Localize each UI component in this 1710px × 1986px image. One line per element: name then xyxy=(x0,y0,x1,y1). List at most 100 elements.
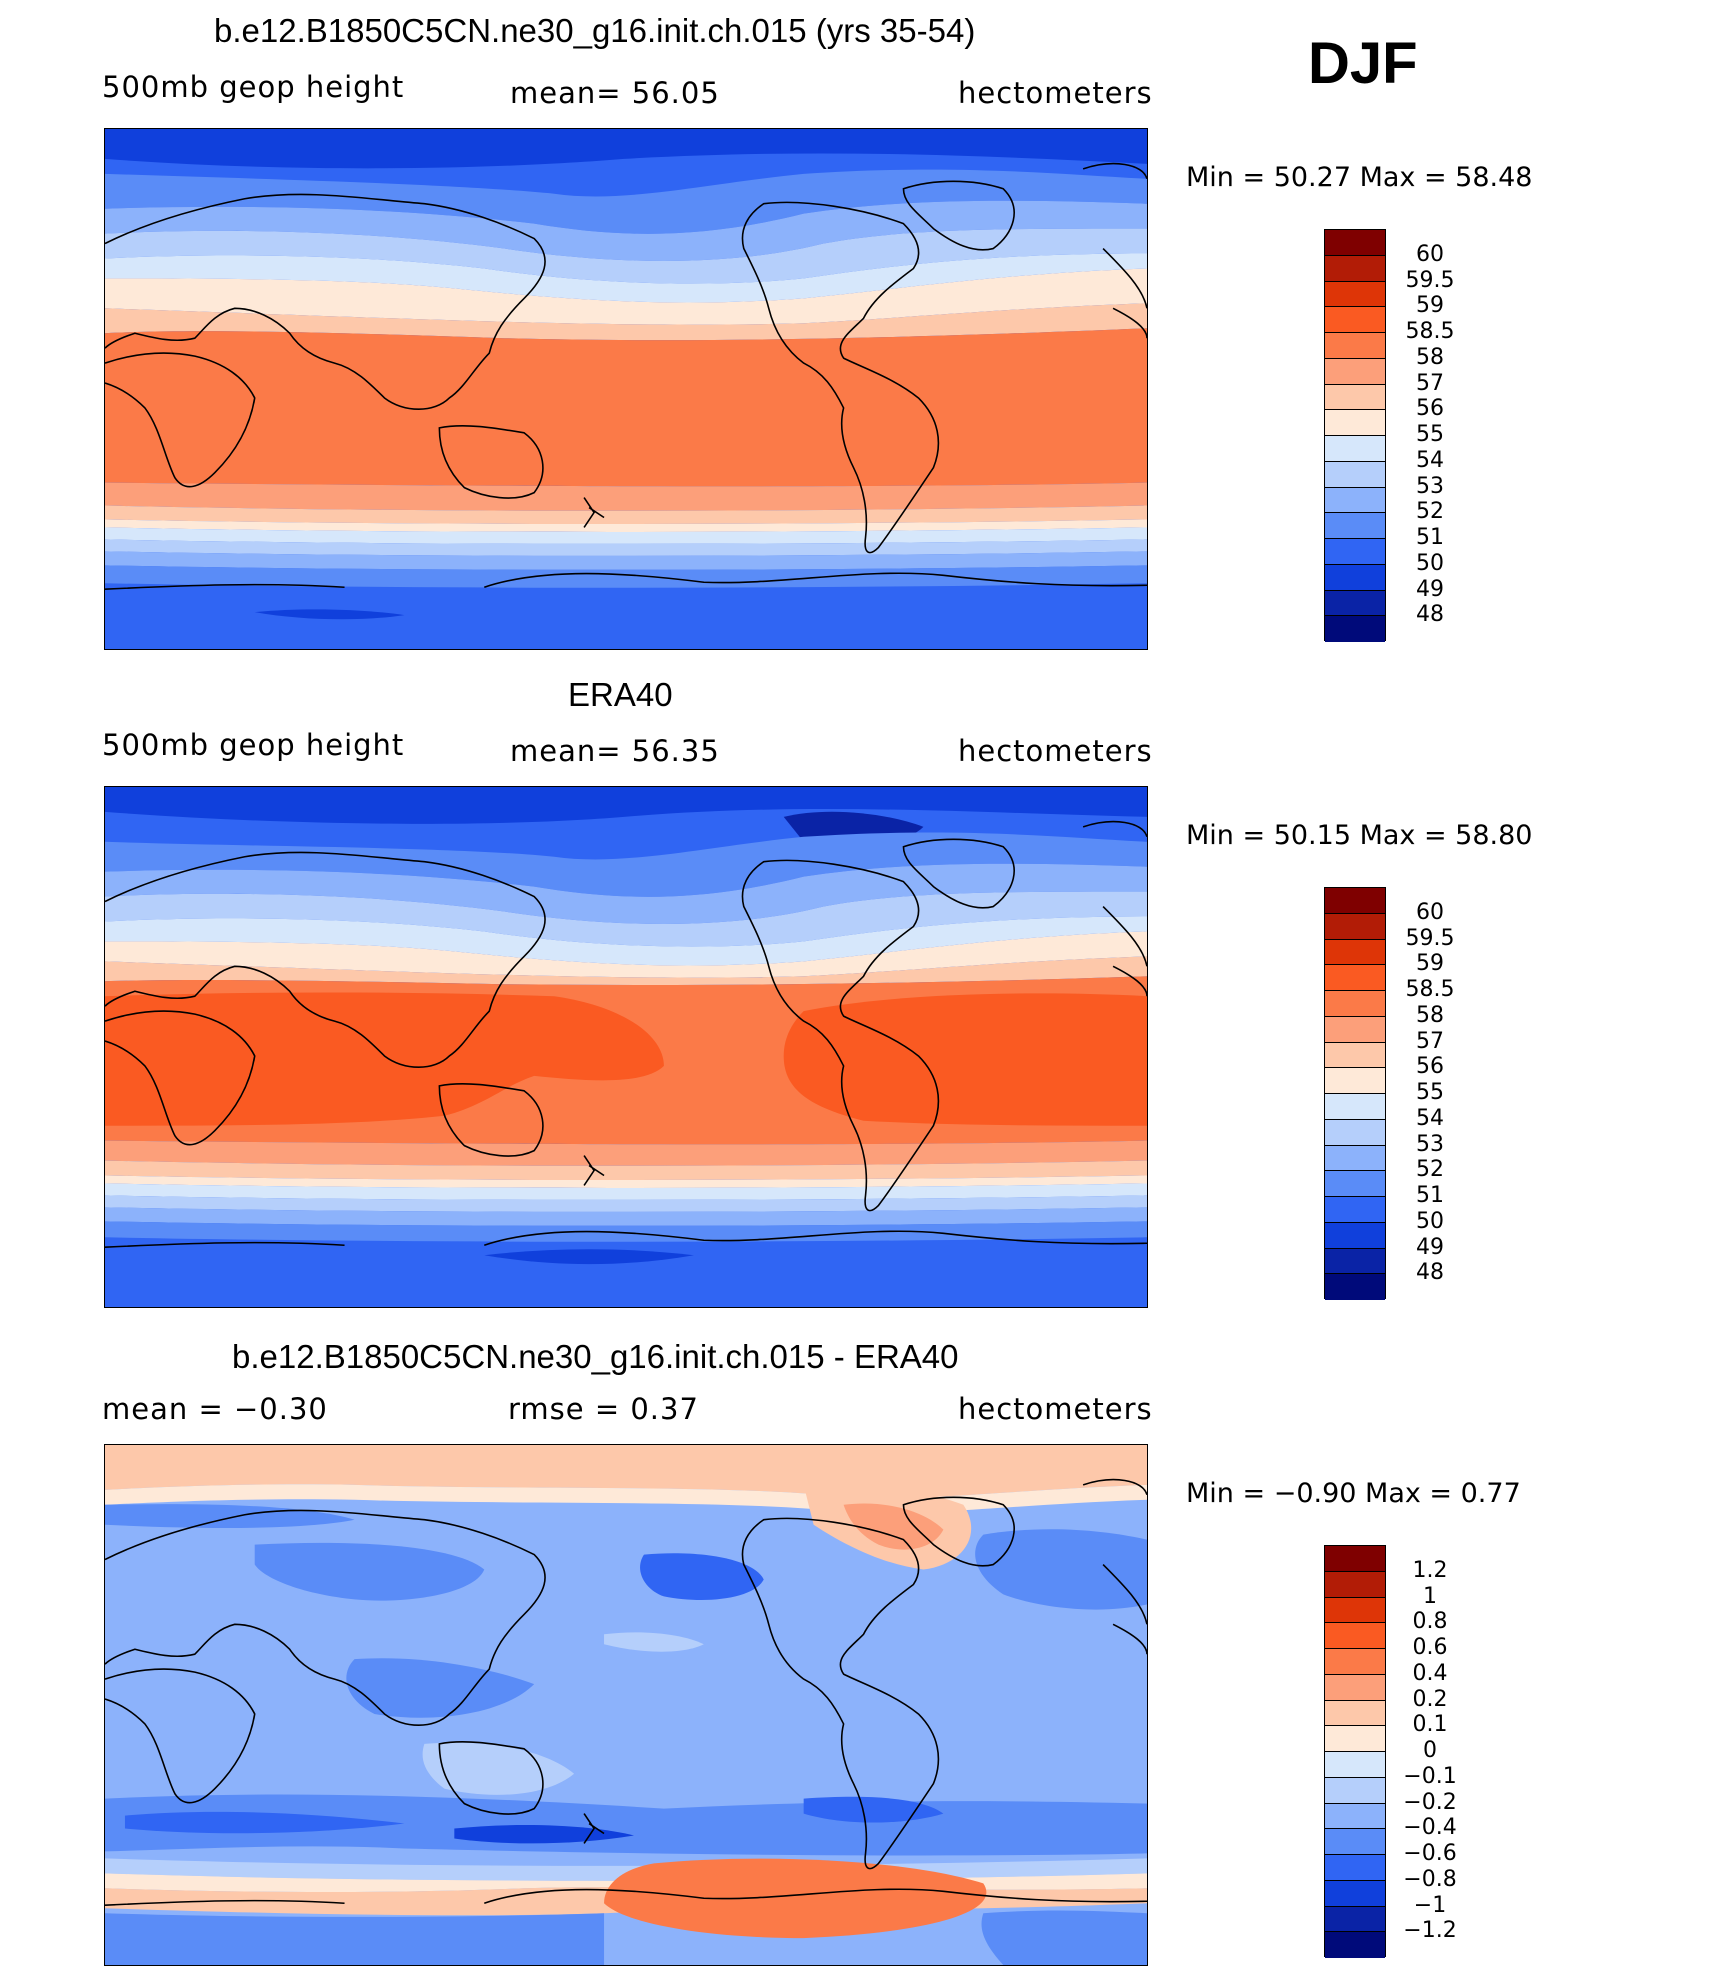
field-band xyxy=(105,931,1147,978)
colorbar-label: 59.5 xyxy=(1405,267,1455,293)
colorbar-segment xyxy=(1325,1777,1385,1804)
colorbar-label: 50 xyxy=(1416,550,1444,576)
colorbar-segment xyxy=(1325,991,1385,1017)
colorbar-segment xyxy=(1325,230,1385,256)
field-band xyxy=(105,1221,1147,1242)
field-band xyxy=(346,1658,535,1718)
colorbar-label: 53 xyxy=(1416,473,1444,499)
colorbar-segment xyxy=(1325,1674,1385,1701)
field-band xyxy=(105,169,1147,234)
coastlines xyxy=(105,820,1147,1249)
colorbar-segment xyxy=(1325,1222,1385,1249)
panel-3-title: b.e12.B1850C5CN.ne30_g16.init.ch.015 - E… xyxy=(232,1338,959,1375)
panel-3-mean-label: mean = −0.30 xyxy=(102,1392,328,1426)
colorbar-label: 58.5 xyxy=(1405,977,1455,1002)
panel-2-mean-label: mean= 56.35 xyxy=(510,734,720,768)
colorbar-segment xyxy=(1325,410,1385,436)
field-band xyxy=(105,1207,1147,1226)
colorbar-segment xyxy=(1325,1145,1385,1172)
colorbar-label: 55 xyxy=(1416,422,1444,447)
field-band xyxy=(105,303,1147,341)
colorbar-label: 58 xyxy=(1416,1002,1444,1028)
panel-3-colorbar xyxy=(1324,1545,1386,1958)
panel-2-variable-label: 500mb geop height xyxy=(102,728,405,762)
colorbar-label: 54 xyxy=(1416,1105,1444,1131)
colorbar-label: 57 xyxy=(1416,370,1444,396)
colorbar-segment xyxy=(1325,913,1385,940)
colorbar-label: 60 xyxy=(1416,899,1444,925)
field-band xyxy=(105,519,1147,532)
colorbar-label: 49 xyxy=(1416,1234,1444,1260)
field-band xyxy=(105,956,1147,985)
colorbar-segment xyxy=(1325,1649,1385,1675)
colorbar-label: 54 xyxy=(1416,447,1444,473)
colorbar-label: 58 xyxy=(1416,344,1444,370)
colorbar-label: 60 xyxy=(1416,241,1444,267)
colorbar-label: 51 xyxy=(1416,1183,1444,1208)
field-band xyxy=(105,1195,1147,1212)
field-band xyxy=(803,1796,944,1823)
panel-1-map xyxy=(104,128,1148,650)
field-band xyxy=(454,1825,634,1844)
colorbar-segment xyxy=(1325,965,1385,991)
field-band xyxy=(843,1503,944,1550)
colorbar-segment xyxy=(1325,1829,1385,1855)
panel-3-contour-field xyxy=(105,1445,1147,1965)
panel-2-colorbar xyxy=(1324,887,1386,1300)
panel-1-min-max: Min = 50.27 Max = 58.48 xyxy=(1186,162,1533,193)
colorbar-label: 0.8 xyxy=(1412,1609,1448,1635)
panel-2-map xyxy=(104,786,1148,1308)
colorbar-segment xyxy=(1325,1726,1385,1752)
colorbar-segment xyxy=(1325,1700,1385,1727)
field-band xyxy=(105,253,1147,303)
panel-1-colorbar xyxy=(1324,229,1386,642)
colorbar-segment xyxy=(1325,513,1385,539)
field-band xyxy=(975,1529,1147,1610)
colorbar-label: 56 xyxy=(1416,1054,1444,1080)
colorbar-label: 0.6 xyxy=(1412,1635,1448,1660)
colorbar-segment xyxy=(1325,1068,1385,1094)
panel-1-title: b.e12.B1850C5CN.ne30_g16.init.ch.015 (yr… xyxy=(214,12,976,49)
field-band xyxy=(105,787,1147,824)
colorbar-segment xyxy=(1325,333,1385,359)
colorbar-segment xyxy=(1325,307,1385,333)
colorbar-segment xyxy=(1325,888,1385,914)
colorbar-segment xyxy=(1325,281,1385,308)
colorbar-label: 0.2 xyxy=(1412,1686,1448,1712)
colorbar-label: −0.2 xyxy=(1403,1789,1457,1815)
season-label: DJF xyxy=(1308,31,1418,96)
colorbar-label: 49 xyxy=(1416,576,1444,602)
colorbar-label: 48 xyxy=(1416,1260,1444,1286)
colorbar-label: 50 xyxy=(1416,1208,1444,1234)
field-band xyxy=(105,268,1147,325)
colorbar-segment xyxy=(1325,1042,1385,1069)
field-band xyxy=(254,1542,485,1601)
colorbar-segment xyxy=(1325,1119,1385,1146)
panel-1-contour-field xyxy=(105,129,1147,649)
panel-2-title: ERA40 xyxy=(568,676,673,713)
colorbar-segment xyxy=(1325,358,1385,385)
field-band xyxy=(105,1913,605,1965)
colorbar-segment xyxy=(1325,1571,1385,1598)
field-band xyxy=(604,1858,987,1939)
panel-3-map xyxy=(104,1444,1148,1966)
colorbar-segment xyxy=(1325,461,1385,488)
colorbar-label: 57 xyxy=(1416,1028,1444,1054)
colorbar-segment xyxy=(1325,1248,1385,1275)
field-band xyxy=(124,1811,405,1834)
colorbar-label: −0.1 xyxy=(1403,1763,1457,1789)
field-band xyxy=(484,1249,694,1265)
colorbar-segment xyxy=(1325,616,1385,642)
field-band xyxy=(105,863,1147,924)
colorbar-segment xyxy=(1325,1932,1385,1958)
colorbar-segment xyxy=(1325,1016,1385,1043)
panel-3-min-max: Min = −0.90 Max = 0.77 xyxy=(1186,1478,1521,1509)
field-band xyxy=(640,1553,764,1601)
colorbar-label: −1 xyxy=(1413,1892,1447,1918)
colorbar-segment xyxy=(1325,939,1385,966)
panel-3-rmse-label: rmse = 0.37 xyxy=(508,1392,699,1426)
field-band xyxy=(105,505,1147,524)
colorbar-segment xyxy=(1325,1197,1385,1223)
colorbar-segment xyxy=(1325,590,1385,617)
colorbar-segment xyxy=(1325,1274,1385,1300)
